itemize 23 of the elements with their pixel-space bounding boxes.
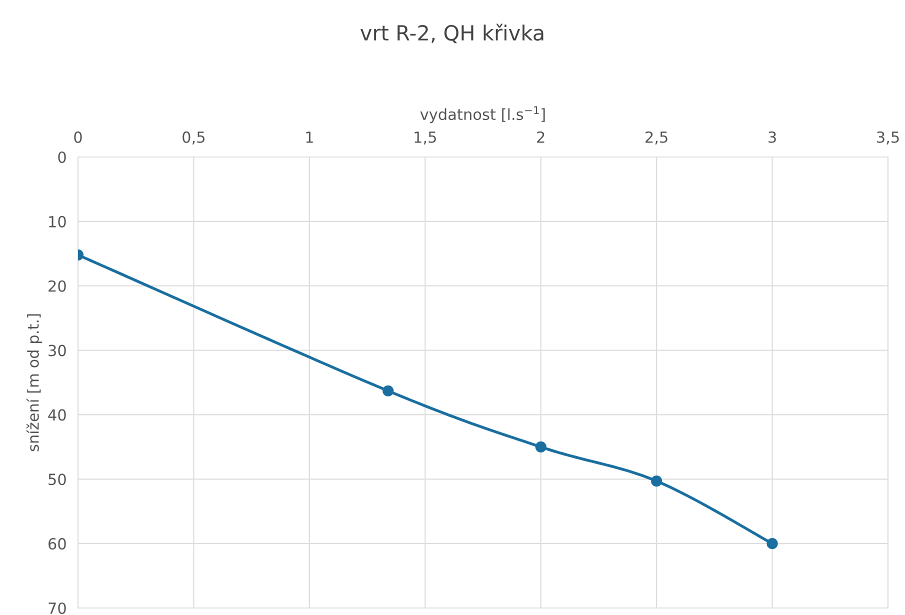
x-tick-label: 2 <box>537 131 544 143</box>
y-axis-title: snížení [m od p.t.] <box>26 314 42 452</box>
point <box>651 476 662 487</box>
x-tick-label: 3,5 <box>877 131 899 144</box>
y-tick-label: 70 <box>48 602 66 614</box>
y-tick-label: 30 <box>48 344 66 356</box>
point <box>535 441 546 452</box>
y-tick-label: 40 <box>48 409 66 421</box>
y-tick-label: 60 <box>48 538 66 550</box>
x-tick-label: 2,5 <box>646 131 668 144</box>
x-tick-label: 0 <box>74 131 82 143</box>
x-axis-title: vydatnost [l.s$^{−1}$] <box>420 106 545 124</box>
point <box>766 538 778 550</box>
x-tick-label: 3 <box>768 131 776 143</box>
y-tick-label: 0 <box>58 151 66 164</box>
y-tick-label: 10 <box>49 216 66 228</box>
chart-title: vrt R-2, QH křivka <box>360 24 544 44</box>
x-tick-label: 0,5 <box>182 131 205 144</box>
x-tick-label: 1,5 <box>414 132 436 144</box>
y-tick-label: 20 <box>48 280 66 292</box>
point <box>382 385 394 396</box>
y-tick-label: 50 <box>48 474 66 486</box>
x-tick-label: 1 <box>306 132 313 143</box>
